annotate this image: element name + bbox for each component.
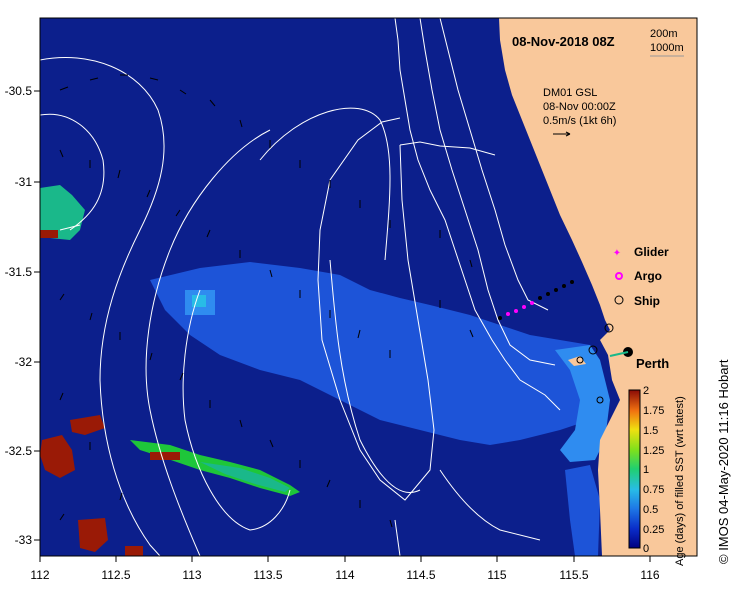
colorbar-tick: 1 — [643, 464, 649, 476]
red-patch-1 — [40, 435, 75, 478]
colorbar-tick: 0 — [643, 543, 649, 555]
nw-red-patch — [40, 230, 58, 238]
x-tick-label: 112 — [30, 568, 49, 582]
colorbar: 2 1.75 1.5 1.25 1 0.75 0.5 0.25 0 Age (d… — [628, 385, 686, 566]
legend-glider-label: Glider — [634, 245, 669, 259]
current-arrows — [59, 74, 474, 528]
map-title: 08-Nov-2018 08Z — [512, 34, 615, 49]
current-source: DM01 GSL — [543, 87, 597, 99]
x-tick-label: 116 — [640, 568, 659, 582]
current-time: 08-Nov 00:00Z — [543, 101, 616, 113]
red-patch-3 — [150, 452, 180, 460]
y-tick-label: -32.5 — [5, 444, 33, 458]
teal-streak — [200, 462, 290, 492]
cyan-patch-inner — [192, 295, 206, 307]
y-tick-label: -31 — [15, 175, 33, 189]
swan-river — [609, 351, 629, 357]
scale-arrow-icon — [553, 131, 571, 137]
axis-ticks — [34, 90, 651, 562]
land — [499, 18, 697, 556]
argo-marker-icon — [615, 272, 623, 280]
x-tick-label: 115.5 — [559, 568, 588, 582]
y-tick-label: -32 — [15, 355, 33, 369]
y-tick-label: -31.5 — [5, 265, 33, 279]
y-tick-label: -30.5 — [5, 84, 33, 98]
red-patch-5 — [125, 546, 143, 556]
plot-area — [40, 18, 697, 556]
colorbar-tick: 0.75 — [643, 484, 664, 496]
legend: ✦ Glider Argo Ship — [613, 245, 669, 308]
ship-markers — [576, 323, 614, 404]
x-tick-label: 112.5 — [101, 568, 130, 582]
y-tick-label: -33 — [15, 533, 33, 547]
bathymetry-label-1000m: 1000m — [650, 42, 684, 54]
glider-track — [498, 280, 574, 320]
bathymetry-label-200m: 200m — [650, 28, 678, 40]
current-scale: 0.5m/s (1kt 6h) — [543, 115, 616, 127]
coastal-sst-band — [555, 345, 610, 462]
x-tick-label: 114 — [335, 568, 354, 582]
ship-marker-icon — [614, 295, 624, 305]
colorbar-tick: 1.75 — [643, 405, 664, 417]
plot-frame — [39, 17, 698, 557]
colorbar-tick: 1.25 — [643, 445, 664, 457]
colorbar-tick: 0.5 — [643, 504, 658, 516]
x-axis-labels: 112 112.5 113 113.5 114 114.5 115 115.5 … — [30, 568, 659, 582]
x-tick-label: 115 — [487, 568, 506, 582]
legend-argo-label: Argo — [634, 269, 662, 283]
glider-marker-icon: ✦ — [613, 248, 621, 259]
colorbar-tick: 2 — [643, 385, 649, 397]
recent-sst-band — [150, 262, 600, 445]
legend-ship-label: Ship — [634, 294, 660, 308]
imos-credit: © IMOS 04-May-2020 11:16 Hobart — [716, 359, 731, 564]
city-label-perth: Perth — [636, 356, 669, 371]
colorbar-title: Age (days) of filled SST (wrt latest) — [674, 396, 686, 566]
red-patch-2 — [70, 415, 105, 435]
x-tick-label: 113 — [182, 568, 201, 582]
colorbar-tick: 0.25 — [643, 524, 664, 536]
colorbar-tick: 1.5 — [643, 425, 658, 437]
colorbar-gradient — [628, 389, 641, 549]
bathymetry-contours — [40, 18, 561, 556]
x-tick-label: 114.5 — [406, 568, 435, 582]
red-patch-4 — [78, 518, 108, 552]
x-tick-label: 113.5 — [253, 568, 282, 582]
coastal-sst-inner — [565, 465, 600, 556]
y-axis-labels: -30.5 -31 -31.5 -32 -32.5 -33 — [5, 84, 33, 547]
